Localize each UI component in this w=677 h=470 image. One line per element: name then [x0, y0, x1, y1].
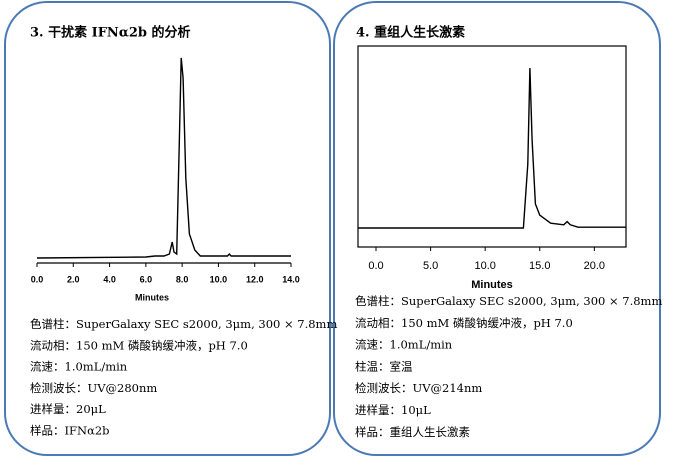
info-line: 流速：1.0mL/min — [30, 360, 128, 374]
panel-frame — [4, 1, 331, 456]
x-axis-label: Minutes — [471, 279, 513, 291]
info-line: 进样量：20μL — [30, 402, 106, 416]
panel-title: 3. 干扰素 IFNα2b 的分析 — [30, 25, 190, 41]
x-tick-label: 15.0 — [529, 260, 550, 272]
info-line: 色谱柱：SuperGalaxy SEC s2000, 3μm, 300 × 7.… — [355, 294, 662, 308]
x-tick-label: 0.0 — [368, 260, 383, 272]
info-line: 流动相：150 mM 磷酸钠缓冲液，pH 7.0 — [30, 338, 248, 352]
x-tick-label: 20.0 — [584, 260, 605, 272]
x-tick-label: 6.0 — [140, 274, 153, 284]
trace — [358, 67, 626, 229]
info-line: 检测波长：UV@214nm — [355, 381, 482, 395]
x-tick-label: 5.0 — [423, 260, 438, 272]
info-line: 进样量：10μL — [355, 403, 431, 417]
x-tick-label: 12.0 — [246, 274, 264, 284]
panel-frame — [333, 1, 661, 456]
info-line: 流动相：150 mM 磷酸钠缓冲液，pH 7.0 — [355, 316, 573, 330]
x-tick-label: 10.0 — [210, 274, 228, 284]
info-line: 流速：1.0mL/min — [355, 338, 453, 352]
info-line: 色谱柱：SuperGalaxy SEC s2000, 3μm, 300 × 7.… — [30, 317, 337, 331]
trace — [36, 57, 291, 259]
info-line: 样品：IFNα2b — [30, 424, 110, 438]
x-tick-label: 10.0 — [474, 260, 495, 272]
info-line: 检测波长：UV@280nm — [30, 381, 157, 395]
info-line: 样品：重组人生长激素 — [355, 425, 470, 439]
x-tick-label: 14.0 — [282, 274, 300, 284]
plot-frame — [357, 45, 627, 248]
info-line: 柱温：室温 — [355, 359, 413, 373]
x-tick-label: 0.0 — [31, 274, 44, 284]
panel-title: 4. 重组人生长激素 — [356, 25, 465, 41]
x-tick-label: 8.0 — [176, 274, 189, 284]
x-tick-label: 2.0 — [67, 274, 80, 284]
x-tick-label: 4.0 — [103, 274, 116, 284]
x-axis-label: Minutes — [135, 292, 169, 302]
